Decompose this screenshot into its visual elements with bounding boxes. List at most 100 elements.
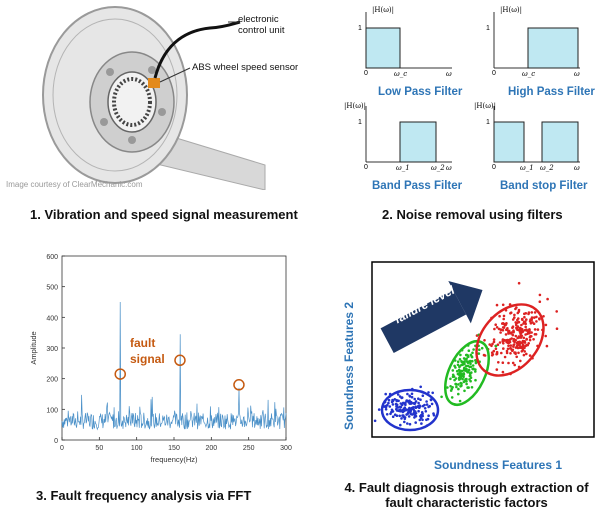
blue-cluster-point <box>387 398 391 402</box>
blue-cluster-point <box>420 422 423 425</box>
green-cluster-point <box>480 346 484 350</box>
blue-cluster-point <box>417 409 420 413</box>
red-cluster-point <box>495 352 499 355</box>
band-stop-filter-plot <box>493 106 580 163</box>
hpf-omega: ω <box>574 70 580 78</box>
blue-cluster-point <box>419 385 422 389</box>
green-cluster-point <box>460 363 463 367</box>
red-cluster-point <box>502 347 505 350</box>
blue-cluster-point <box>419 398 422 401</box>
red-cluster-point <box>531 321 534 324</box>
red-cluster-point <box>506 347 510 351</box>
green-cluster-point <box>450 396 454 399</box>
red-cluster-point <box>521 343 525 347</box>
band-stop-filter-label: Band stop Filter <box>500 180 588 192</box>
green-cluster-point <box>471 364 475 367</box>
red-cluster-point <box>521 330 524 333</box>
green-cluster-point <box>451 369 455 372</box>
green-cluster-point <box>465 367 468 371</box>
red-cluster-point <box>493 327 496 331</box>
y-tick-label: 200 <box>46 377 58 384</box>
red-cluster-point <box>522 353 526 357</box>
red-cluster-point <box>502 317 505 321</box>
green-cluster-point <box>467 369 471 372</box>
red-cluster-point <box>538 300 542 303</box>
lpf-zero: 0 <box>364 70 368 77</box>
red-cluster-point <box>538 317 541 320</box>
bsf-omega: ω <box>574 164 580 172</box>
band-stop-upper-band <box>541 121 579 163</box>
red-cluster-point <box>482 353 486 357</box>
green-cluster-point <box>449 377 452 381</box>
bsf-ylabel: |H(ω)| <box>474 102 496 110</box>
red-cluster-point <box>511 361 515 365</box>
panel-vibration-measurement: electronic control unit ABS wheel speed … <box>0 0 300 230</box>
red-cluster-point <box>524 325 527 329</box>
green-cluster-point <box>467 349 471 352</box>
blue-cluster-point <box>414 421 417 424</box>
fft-y-axis-label: Amplitude <box>29 331 38 364</box>
bsf-omega-1: ω_1 <box>520 164 534 172</box>
hpf-omega-c: ω_c <box>522 70 536 78</box>
panel-noise-filters: |H(ω)| 1 0 ω_c ω Low Pass Filter |H(ω)| … <box>330 0 603 230</box>
green-cluster-point <box>456 363 460 367</box>
blue-cluster-point <box>429 398 433 402</box>
abs-sensor-label: ABS wheel speed sensor <box>192 62 299 73</box>
green-cluster-point <box>451 375 455 379</box>
low-pass-filter-label: Low Pass Filter <box>378 86 463 98</box>
blue-cluster-point <box>430 402 434 406</box>
red-cluster-point <box>520 346 523 350</box>
blue-cluster-point <box>425 403 429 406</box>
bsf-one: 1 <box>486 119 490 126</box>
blue-cluster-point <box>417 397 420 400</box>
red-cluster-point <box>516 328 519 332</box>
y-tick-label: 0 <box>54 438 58 445</box>
green-cluster-point <box>469 353 473 357</box>
red-cluster-point <box>513 313 516 317</box>
blue-cluster-point <box>398 414 401 418</box>
red-cluster-point <box>519 336 523 339</box>
blue-cluster-point <box>407 410 410 414</box>
red-cluster-point <box>506 338 510 342</box>
blue-cluster-point <box>401 401 405 405</box>
red-cluster-point <box>514 338 517 342</box>
red-cluster-point <box>533 328 537 331</box>
green-cluster-point <box>467 360 471 364</box>
red-cluster-point <box>514 321 517 324</box>
red-cluster-point <box>516 311 520 315</box>
fault-peak-marker <box>174 354 186 367</box>
green-cluster-point <box>466 386 469 389</box>
green-cluster-point <box>469 365 473 368</box>
fft-x-axis-label: frequency(Hz) <box>150 455 198 464</box>
blue-cluster-point <box>424 410 428 413</box>
red-cluster-point <box>530 316 534 319</box>
red-cluster-point <box>490 354 494 357</box>
blue-cluster-point <box>401 410 405 414</box>
bpf-omega: ω <box>446 164 452 172</box>
red-cluster-point <box>532 338 535 341</box>
red-cluster-point <box>523 341 527 344</box>
green-cluster-point <box>459 369 463 373</box>
blue-cluster-point <box>427 391 430 394</box>
x-axis-label: Soundness Features 1 <box>434 458 563 472</box>
blue-cluster-point <box>423 407 427 410</box>
blue-cluster-point <box>388 405 392 408</box>
red-cluster-point <box>515 355 518 359</box>
red-cluster-point <box>511 326 514 329</box>
green-cluster-point <box>460 382 463 385</box>
blue-cluster-point <box>391 410 395 413</box>
red-cluster-point <box>501 326 505 329</box>
lpf-omega: ω <box>446 70 452 78</box>
red-cluster-point <box>538 293 542 297</box>
red-cluster-point <box>500 351 503 355</box>
red-cluster-point <box>528 354 532 357</box>
blue-cluster-point <box>406 422 409 425</box>
blue-cluster-point <box>431 391 434 395</box>
green-cluster-point <box>469 362 472 365</box>
red-cluster-point <box>498 341 502 344</box>
green-cluster-point <box>461 377 464 381</box>
blue-cluster-point <box>407 400 411 404</box>
blue-cluster-point <box>373 419 377 423</box>
blue-cluster-point <box>410 413 414 416</box>
red-cluster-point <box>528 328 531 331</box>
